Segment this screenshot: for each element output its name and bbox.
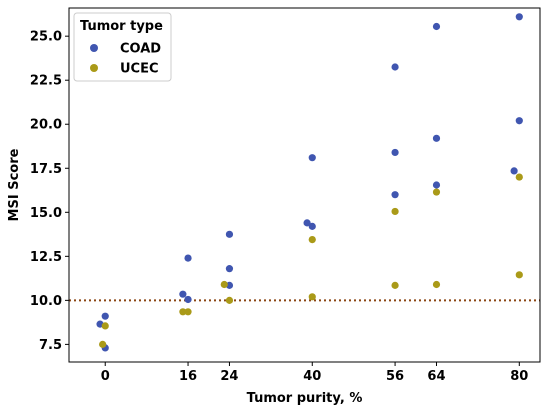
data-point-ucec-2 [179, 308, 187, 316]
data-point-coad-4 [184, 295, 192, 304]
legend-label-ucec: UCEC [120, 62, 159, 77]
data-point-coad-1 [101, 312, 109, 320]
legend-title: Tumor type [80, 19, 163, 34]
data-point-coad-17 [432, 22, 441, 31]
data-point-ucec-3 [184, 308, 192, 316]
y-tick-label: 15.0 [30, 206, 62, 221]
plot-frame [68, 7, 541, 363]
y-tick-label: 17.5 [30, 162, 62, 177]
data-point-coad-19 [515, 117, 523, 125]
data-point-coad-15 [432, 181, 441, 189]
legend-marker-coad [90, 44, 98, 52]
legend-box [73, 12, 172, 82]
data-point-coad-11 [308, 154, 316, 162]
y-axis-label: MSI Score [7, 148, 22, 221]
data-point-coad-3 [179, 290, 187, 298]
y-tick-label: 7.5 [39, 338, 62, 353]
x-axis-ticks: 0 16 24 40 56 64 80 [101, 362, 528, 384]
y-axis-ticks: 7.5 10.0 12.5 15.0 17.5 20.0 22.5 25.0 [30, 30, 69, 353]
legend: Tumor type COAD UCEC [73, 12, 172, 82]
data-point-coad-13 [391, 148, 399, 157]
data-point-coad-9 [303, 219, 311, 227]
data-point-ucec-13 [515, 173, 523, 181]
data-point-ucec-12 [515, 271, 523, 279]
legend-marker-ucec [90, 64, 98, 72]
x-axis-label: Tumor purity, % [247, 391, 363, 406]
data-point-coad-5 [184, 254, 192, 262]
data-points-layer [96, 13, 523, 352]
data-point-ucec-1 [101, 322, 109, 330]
legend-label-coad: COAD [120, 42, 161, 57]
data-point-coad-14 [391, 63, 399, 71]
data-point-coad-8 [225, 230, 234, 238]
data-point-coad-16 [432, 134, 441, 142]
legend-items: COAD UCEC [90, 42, 161, 77]
x-tick-label: 0 [101, 369, 110, 384]
y-tick-label: 20.0 [30, 118, 62, 133]
y-tick-label: 10.0 [30, 294, 62, 309]
y-tick-label: 12.5 [30, 250, 62, 265]
data-point-ucec-0 [99, 340, 107, 348]
x-tick-label: 24 [220, 369, 238, 384]
y-tick-label: 25.0 [30, 30, 62, 45]
x-tick-label: 80 [510, 369, 528, 384]
x-tick-label: 16 [179, 369, 197, 384]
data-point-coad-18 [510, 167, 518, 175]
data-point-ucec-4 [220, 280, 228, 289]
data-point-ucec-6 [308, 293, 316, 301]
data-point-coad-12 [391, 191, 399, 199]
data-point-ucec-9 [391, 207, 399, 216]
data-point-coad-10 [308, 222, 316, 230]
y-tick-label: 22.5 [30, 74, 62, 89]
x-tick-label: 40 [303, 369, 321, 384]
x-tick-label: 64 [427, 369, 445, 384]
data-point-ucec-10 [432, 280, 441, 289]
data-point-ucec-11 [432, 188, 441, 196]
data-point-ucec-7 [308, 235, 316, 244]
data-point-coad-7 [225, 265, 234, 273]
x-tick-label: 56 [386, 369, 404, 384]
data-point-ucec-8 [391, 281, 399, 289]
data-point-ucec-5 [225, 296, 234, 304]
data-point-coad-20 [515, 13, 523, 21]
